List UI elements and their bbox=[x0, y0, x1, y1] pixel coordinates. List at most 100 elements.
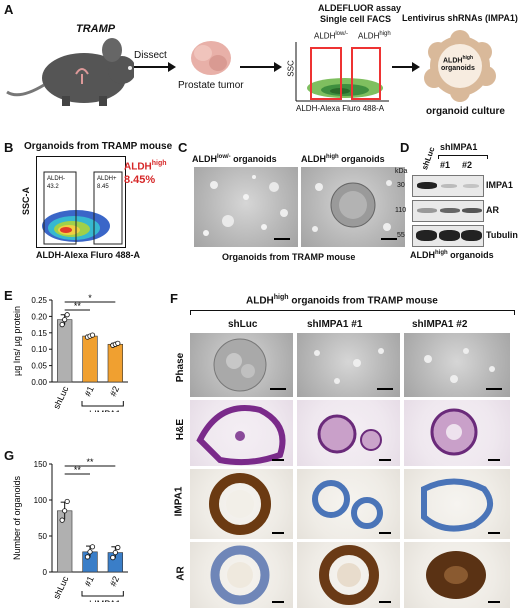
impa1-ihc-shimpa1-2 bbox=[404, 469, 510, 539]
data-point bbox=[89, 544, 96, 550]
arrow-to-organoid bbox=[392, 62, 420, 72]
facs-xaxis-label: ALDH-Alexa Fluro 488-A bbox=[296, 104, 385, 113]
bar bbox=[107, 343, 123, 383]
gate-left-value: 43.2 bbox=[47, 184, 59, 190]
aldh-high-highlight: ALDHhigh bbox=[124, 160, 167, 173]
assay-title-2: Single cell FACS bbox=[320, 14, 392, 24]
mw-30: 30 bbox=[397, 182, 405, 189]
y-tick-label: 0.05 bbox=[31, 362, 47, 371]
category-label: #2 bbox=[108, 575, 121, 588]
row-ar: AR bbox=[486, 205, 499, 215]
organoid-image-low bbox=[194, 167, 298, 247]
category-label: #2 bbox=[108, 385, 121, 398]
data-point bbox=[84, 554, 91, 560]
organoid-image-high bbox=[301, 167, 405, 247]
category-label: #1 bbox=[83, 385, 96, 398]
he-shimpa1-2 bbox=[404, 400, 510, 466]
group-bracket bbox=[81, 401, 124, 407]
panelF-bracket bbox=[190, 310, 515, 315]
row-impa1: IMPA1 bbox=[486, 180, 513, 190]
row-he: H&E bbox=[175, 418, 187, 441]
y-axis-label: Number of organoids bbox=[12, 475, 22, 560]
panelB-title: Organoids from TRAMP mouse bbox=[24, 141, 173, 152]
lane-2: #2 bbox=[462, 160, 473, 170]
data-point bbox=[64, 498, 70, 505]
bar bbox=[57, 319, 73, 383]
bar bbox=[82, 335, 98, 383]
panel-letter-b: B bbox=[4, 140, 14, 155]
data-point bbox=[112, 549, 118, 556]
y-tick-label: 100 bbox=[34, 496, 48, 505]
kda-label: kDa bbox=[395, 168, 408, 175]
row-phase: Phase bbox=[175, 352, 187, 383]
aldh-high-percent: 8.45% bbox=[124, 174, 156, 186]
lane-1: #1 bbox=[440, 160, 451, 170]
chart-e: 0.00 0.05 0.10 0.15 0.20 0.25 µg Ins/ µg prote… bbox=[12, 293, 128, 412]
blot-tubulin bbox=[412, 225, 484, 247]
category-label: shLuc bbox=[51, 574, 70, 600]
lentivirus-label: Lentivirus shRNAs (IMPA1) bbox=[402, 13, 518, 23]
impa1-ihc-shimpa1-1 bbox=[297, 469, 400, 539]
row-impa1: IMPA1 bbox=[173, 486, 185, 517]
y-tick-label: 150 bbox=[34, 460, 48, 469]
data-point bbox=[89, 332, 96, 338]
data-point bbox=[59, 321, 65, 328]
panel-letter-a: A bbox=[4, 2, 14, 17]
he-shluc bbox=[190, 400, 293, 466]
he-shimpa1-1 bbox=[297, 400, 400, 466]
panelF-title: ALDHhigh organoids from TRAMP mouse bbox=[246, 294, 438, 307]
data-point bbox=[115, 340, 121, 346]
mw-55: 55 bbox=[397, 232, 405, 239]
y-tick-label: 0.00 bbox=[31, 378, 47, 387]
panelC-caption: Organoids from TRAMP mouse bbox=[222, 252, 356, 262]
assay-title-1: ALDEFLUOR assay bbox=[318, 3, 402, 13]
prostate-tumor-label: Prostate tumor bbox=[178, 80, 244, 91]
phase-shimpa1-1 bbox=[297, 333, 400, 397]
data-point bbox=[87, 549, 93, 555]
organoid-culture-label: organoid culture bbox=[426, 106, 505, 117]
ar-ihc-shimpa1-2 bbox=[404, 542, 510, 608]
panelD-caption: ALDHhigh organoids bbox=[410, 250, 494, 260]
category-label: #1 bbox=[83, 575, 96, 588]
lane-group-bracket bbox=[438, 155, 488, 159]
tumor-icon bbox=[191, 41, 231, 75]
y-tick-label: 0.25 bbox=[31, 296, 47, 305]
arrow-to-facs bbox=[240, 62, 282, 72]
chart-g: 0 50 100 150 Number of organoids shLuc #1 #2 shI… bbox=[12, 457, 128, 602]
col-shimpa1-2: shIMPA1 #2 bbox=[412, 319, 468, 330]
data-point bbox=[64, 312, 70, 318]
lane-shluc: shLuc bbox=[420, 145, 437, 172]
organoid-inner-label: ALDHhigh bbox=[443, 55, 474, 65]
dissect-label: Dissect bbox=[134, 50, 167, 61]
panelC-right-title: ALDHhigh organoids bbox=[301, 154, 385, 164]
ar-ihc-shluc bbox=[190, 542, 293, 608]
row-ar: AR bbox=[175, 566, 187, 581]
facs-plot-icon bbox=[295, 42, 389, 102]
mouse-illustration bbox=[6, 38, 134, 106]
data-point bbox=[110, 555, 116, 561]
row-tubulin: Tubulin bbox=[486, 230, 518, 240]
data-point bbox=[59, 517, 65, 523]
lane-group-shimpa1: shIMPA1 bbox=[440, 142, 478, 152]
panelB-xlabel: ALDH-Alexa Fluro 488-A bbox=[36, 250, 141, 260]
data-point bbox=[62, 508, 68, 514]
arrow-dissect bbox=[134, 62, 176, 72]
organoid-inner-label-2: organoids bbox=[441, 65, 475, 72]
blot-impa1 bbox=[412, 175, 484, 197]
panel-letter-d: D bbox=[400, 140, 410, 155]
col-shimpa1-1: shIMPA1 #1 bbox=[307, 319, 363, 330]
panelB-ylabel: SSC-A bbox=[21, 186, 32, 216]
impa1-ihc-shluc bbox=[190, 469, 293, 539]
data-point bbox=[115, 544, 121, 551]
data-point bbox=[62, 317, 68, 323]
group-label: shIMPA1 bbox=[85, 599, 121, 602]
y-axis-label: µg Ins/ µg protein bbox=[12, 306, 22, 376]
panelC-left-title: ALDHlow/- organoids bbox=[192, 154, 277, 164]
panel-letter-c: C bbox=[178, 140, 188, 155]
y-tick-label: 0 bbox=[43, 568, 48, 577]
panel-letter-e: E bbox=[4, 288, 13, 303]
significance-label: * bbox=[88, 293, 92, 303]
panelB-facs-plot bbox=[36, 156, 126, 248]
panel-letter-f: F bbox=[170, 291, 178, 306]
significance-label: ** bbox=[74, 301, 82, 311]
